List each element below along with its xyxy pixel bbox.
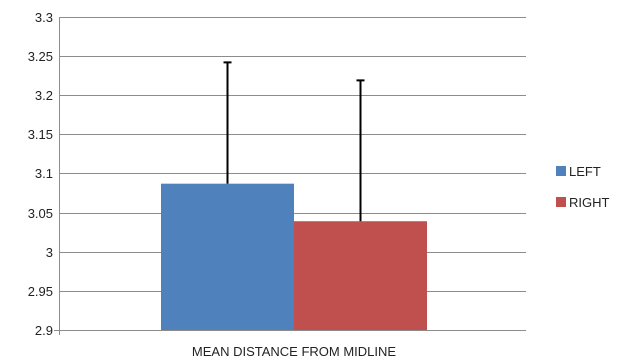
y-tick-label: 3.05	[28, 206, 53, 221]
legend-label-left: LEFT	[569, 164, 601, 179]
y-axis-tick-labels: 2.9 2.95 3 3.05 3.1 3.15 3.2 3.25 3.3	[28, 10, 53, 338]
axes	[54, 17, 526, 335]
x-axis-category-labels: MEAN DISTANCE FROM MIDLINE	[192, 344, 396, 359]
y-tick-label: 3.1	[35, 166, 53, 181]
y-tick-label: 3.3	[35, 10, 53, 25]
error-bars	[223, 61, 365, 222]
legend-label-right: RIGHT	[569, 195, 610, 210]
bar-left	[161, 183, 294, 330]
gridlines	[59, 17, 526, 331]
y-tick-label: 3.15	[28, 127, 53, 142]
x-category-label: MEAN DISTANCE FROM MIDLINE	[192, 344, 396, 359]
legend-swatch-left	[556, 166, 566, 176]
y-tick-label: 3.2	[35, 88, 53, 103]
y-tick-label: 2.95	[28, 284, 53, 299]
bars	[161, 183, 427, 330]
y-tick-label: 2.9	[35, 323, 53, 338]
y-tick-label: 3	[46, 245, 53, 260]
legend: LEFT RIGHT	[556, 164, 610, 210]
y-tick-label: 3.25	[28, 49, 53, 64]
bar-right	[294, 221, 427, 330]
legend-swatch-right	[556, 197, 566, 207]
